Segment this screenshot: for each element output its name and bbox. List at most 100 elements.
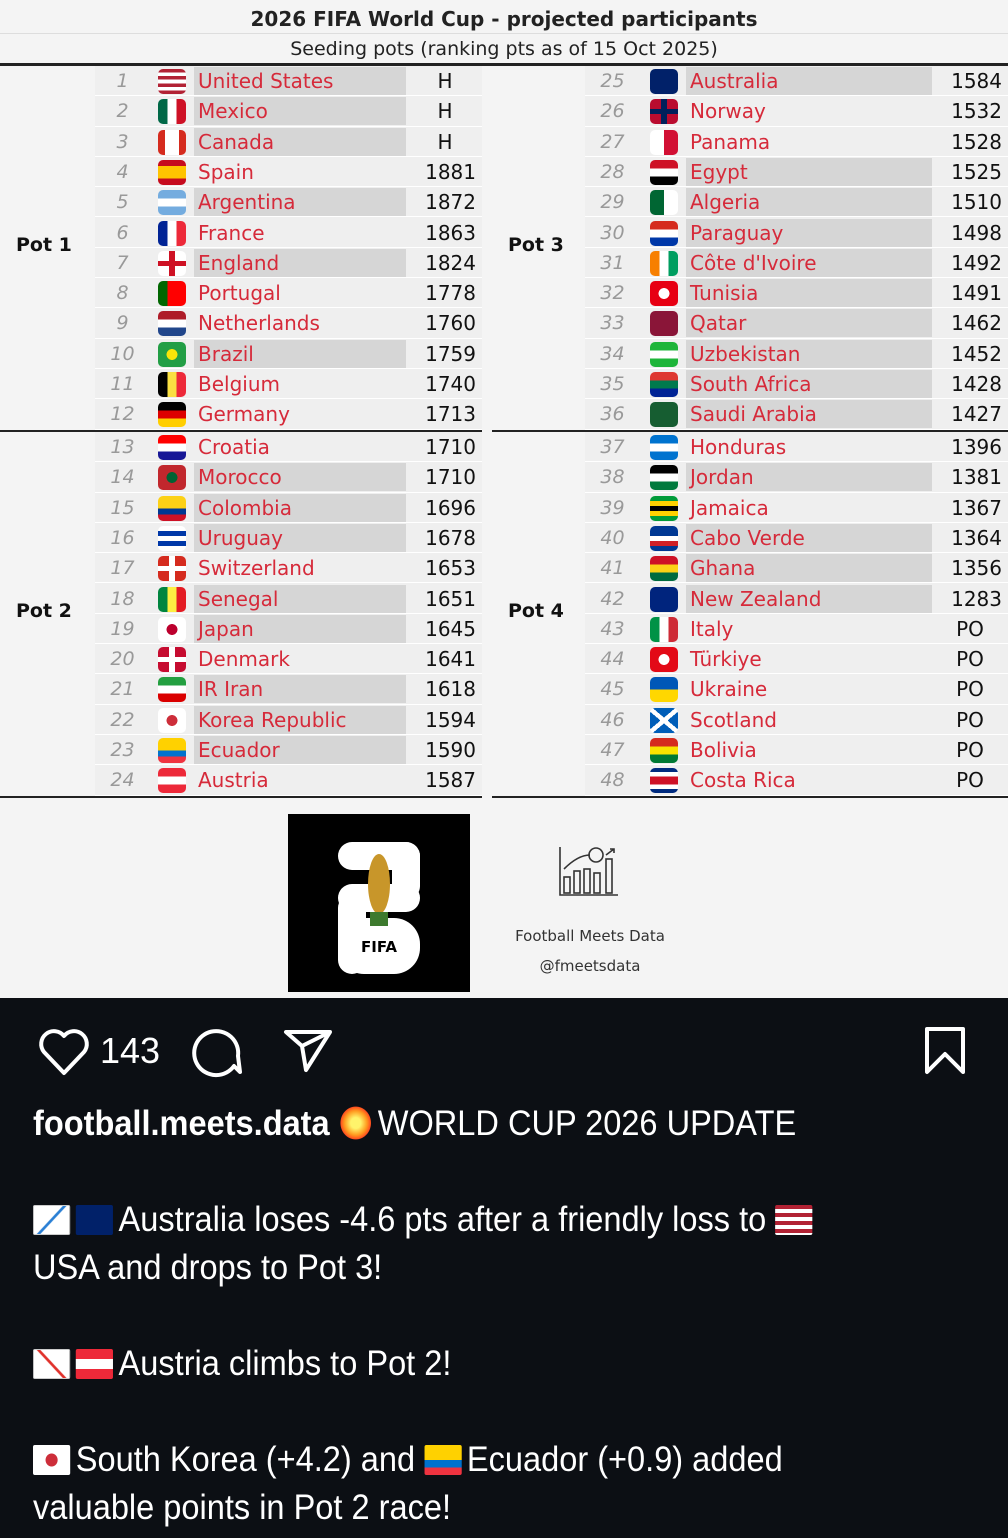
rank: 27 [600,130,625,153]
rank: 30 [600,221,625,244]
table-row: 41 Ghana 1356 [585,553,1008,584]
table-row: 12 Germany 1713 [95,399,482,430]
country-name: Japan [194,614,406,643]
rank: 9 [116,312,129,335]
divider [492,795,1008,798]
ranking-points: 1427 [951,402,1002,427]
pot-block: Pot 4 37 Honduras 1396 38 Jordan 1381 39 Jamaica… [492,432,1008,796]
table-row: 25 Australia 1584 [585,66,1008,97]
table-row: 37 Honduras 1396 [585,432,1008,463]
caption-line: Australia loses -4.6 pts after a friendl… [33,1196,818,1244]
ranking-points: PO [956,707,984,732]
ranking-points: PO [956,738,984,762]
ranking-points: 1452 [951,341,1002,366]
ranking-points: 1740 [425,372,476,396]
country-name: Norway [690,99,766,124]
country-flag-icon [158,281,186,307]
table-row: 11 Belgium 1740 [95,369,482,400]
ranking-points: 1510 [951,190,1002,215]
country-name: Panama [690,129,771,154]
ranking-points: 1710 [425,465,476,490]
rank: 47 [600,739,625,761]
rank: 24 [110,769,135,792]
country-flag-icon [650,159,678,185]
rank: 42 [600,587,625,610]
country-flag-icon [650,707,678,733]
table-row: 39 Jamaica 1367 [585,493,1008,523]
rank: 33 [600,312,625,335]
country-flag-icon [650,311,678,337]
country-flag-icon [158,647,186,673]
table-row: 20 Denmark 1641 [95,644,482,675]
ranking-points: 1759 [425,341,476,366]
collision-emoji-icon [338,1103,373,1143]
country-flag-icon [158,616,186,642]
caption-headline: football.meets.data WORLD CUP 2026 UPDAT… [33,1100,796,1148]
country-name: Ecuador [194,736,406,764]
table-row: 23 Ecuador 1590 [95,735,482,766]
comment-icon[interactable] [190,1026,244,1078]
rank: 12 [110,403,135,426]
ranking-points: 1863 [425,220,476,245]
country-flag-icon [650,647,678,673]
ranking-points: 1528 [951,129,1002,154]
post-image[interactable]: 2026 FIFA World Cup - projected particip… [0,0,1008,998]
table-row: 15 Colombia 1696 [95,493,482,523]
country-flag-icon [650,250,678,276]
table-row: 10 Brazil 1759 [95,339,482,369]
table-row: 48 Costa Rica PO [585,765,1008,796]
table-row: 31 Côte d'Ivoire 1492 [585,248,1008,279]
ranking-points: 1590 [425,738,476,762]
ranking-points: H [437,69,453,93]
country-flag-icon [650,99,678,125]
caption-text: Austria climbs to Pot 2! [118,1344,452,1383]
bookmark-icon[interactable] [922,1026,968,1076]
country-name: Cabo Verde [686,523,932,552]
country-name: Korea Republic [194,705,406,734]
chart-increasing-icon [33,1349,71,1379]
ranking-points: 1283 [951,586,1002,611]
rank: 13 [110,436,135,458]
pot-block: Pot 3 25 Australia 1584 26 Norway 1532 27 Panama… [492,66,1008,430]
rank: 29 [600,191,625,214]
table-row: 43 Italy PO [585,614,1008,645]
table-row: 1 United States H [95,66,482,97]
caption-text: Ecuador (+0.9) added [466,1440,783,1479]
country-name: Netherlands [198,311,320,336]
table-row: 28 Egypt 1525 [585,157,1008,188]
country-flag-icon [158,435,186,460]
flag-australia-icon [75,1205,113,1235]
caption-username[interactable]: football.meets.data [33,1104,330,1143]
rank: 26 [600,100,625,123]
caption-text: Australia loses -4.6 pts after a friendl… [118,1200,767,1239]
table-row: 14 Morocco 1710 [95,462,482,493]
table-row: 19 Japan 1645 [95,614,482,645]
table-row: 17 Switzerland 1653 [95,553,482,584]
country-name: Denmark [198,647,290,672]
table-row: 33 Qatar 1462 [585,308,1008,339]
like-count[interactable]: 143 [100,1030,161,1071]
pot-block: Pot 1 1 United States H 2 Mexico H 3 Canada H 4 Spa… [0,66,482,430]
country-name: Brazil [194,339,406,368]
country-flag-icon [650,372,678,397]
country-flag-icon [650,495,678,521]
table-row: 46 Scotland PO [585,705,1008,735]
country-flag-icon [650,768,678,794]
ranking-points: 1881 [425,159,476,184]
table-row: 36 Saudi Arabia 1427 [585,399,1008,430]
ranking-points: 1641 [425,647,476,672]
share-icon[interactable] [282,1028,334,1074]
table-title: 2026 FIFA World Cup - projected particip… [0,4,1008,34]
ranking-points: 1381 [951,465,1002,490]
country-flag-icon [158,341,186,367]
ranking-points: 1396 [951,435,1002,459]
rank: 46 [600,708,625,731]
heart-icon[interactable] [36,1028,92,1076]
ranking-points: 1696 [425,495,476,520]
table-row: 9 Netherlands 1760 [95,308,482,339]
country-flag-icon [158,495,186,521]
rank: 18 [110,587,135,610]
rank: 43 [600,617,625,640]
country-flag-icon [158,99,186,125]
rank: 48 [600,769,625,792]
